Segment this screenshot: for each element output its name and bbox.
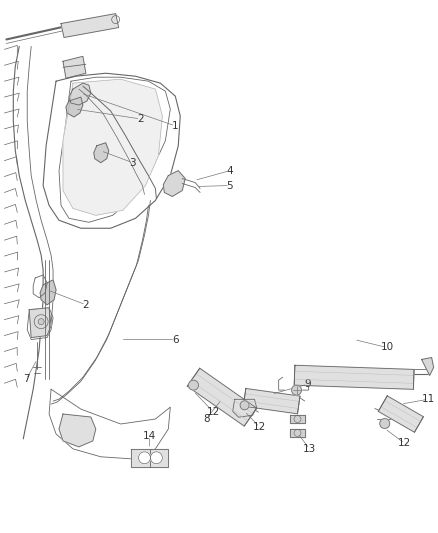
Polygon shape [94,143,109,163]
Circle shape [138,452,150,464]
Text: 11: 11 [422,394,435,404]
Polygon shape [163,171,185,197]
Text: 12: 12 [207,407,220,417]
Polygon shape [290,429,305,437]
Circle shape [292,385,301,395]
Polygon shape [378,396,424,432]
Circle shape [380,418,390,429]
Text: 2: 2 [137,114,144,124]
Text: 6: 6 [172,335,179,344]
Circle shape [150,452,162,464]
Text: 5: 5 [226,181,233,190]
Text: 7: 7 [23,374,29,384]
Polygon shape [422,358,434,375]
Text: 12: 12 [253,422,266,432]
Circle shape [188,380,198,390]
Polygon shape [29,308,51,337]
Polygon shape [69,83,91,105]
Text: 12: 12 [398,438,411,448]
Text: 10: 10 [380,343,393,352]
Text: 9: 9 [304,379,311,389]
Text: 13: 13 [303,444,316,454]
Polygon shape [294,365,414,389]
Text: 14: 14 [143,431,156,441]
Polygon shape [66,97,83,117]
Polygon shape [59,414,96,447]
Text: 8: 8 [203,414,209,424]
Polygon shape [290,415,305,423]
Polygon shape [244,389,300,414]
Circle shape [240,401,249,410]
Polygon shape [131,449,168,467]
Polygon shape [63,79,162,215]
Text: 1: 1 [172,121,179,131]
Polygon shape [40,280,56,305]
Polygon shape [233,399,257,417]
Text: 4: 4 [226,166,233,175]
Text: 3: 3 [129,158,136,168]
Polygon shape [187,368,257,426]
Circle shape [38,319,44,325]
Polygon shape [63,56,86,78]
Text: 2: 2 [82,300,89,310]
Polygon shape [61,14,119,37]
